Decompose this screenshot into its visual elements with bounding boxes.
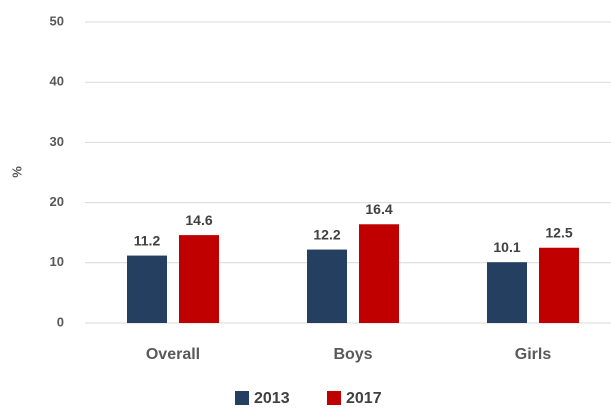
- bar: [179, 235, 219, 323]
- y-tick-label: 10: [50, 254, 64, 269]
- y-tick-label: 20: [50, 194, 64, 209]
- x-tick-label: Overall: [146, 346, 200, 363]
- bar: [539, 247, 579, 323]
- y-tick-label: 40: [50, 74, 64, 89]
- x-tick-label: Girls: [515, 346, 552, 363]
- y-axis-label: %: [9, 166, 24, 178]
- value-label: 16.4: [365, 201, 392, 217]
- x-tick-label: Boys: [333, 346, 372, 363]
- bar: [307, 249, 347, 323]
- y-tick-label: 0: [57, 314, 64, 329]
- legend-swatch: [235, 391, 249, 405]
- value-label: 14.6: [185, 212, 212, 228]
- legend-swatch: [327, 391, 341, 405]
- bar: [487, 262, 527, 323]
- value-label: 12.2: [313, 226, 340, 242]
- value-label: 11.2: [134, 232, 161, 248]
- legend-label: 2013: [254, 390, 290, 407]
- value-label: 12.5: [545, 224, 572, 240]
- bar: [359, 224, 399, 323]
- legend-label: 2017: [346, 390, 382, 407]
- bar: [127, 255, 167, 323]
- value-label: 10.1: [493, 239, 520, 255]
- y-tick-label: 30: [50, 134, 64, 149]
- y-tick-label: 50: [50, 13, 64, 28]
